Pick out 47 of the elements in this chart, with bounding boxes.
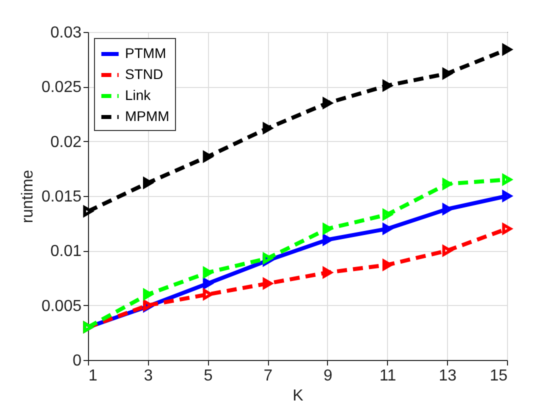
y-tick-label: 0.02 <box>50 134 82 151</box>
x-tick-label: 11 <box>379 368 396 384</box>
point <box>202 278 213 289</box>
point <box>382 80 392 91</box>
point <box>202 267 213 278</box>
point <box>502 190 512 202</box>
x-tick-label: 5 <box>204 368 213 384</box>
point <box>502 223 512 234</box>
y-tick-label: 0 <box>72 352 82 370</box>
y-tick-label: 0.025 <box>41 79 82 96</box>
point <box>262 278 272 289</box>
x-tick-label: 15 <box>490 368 508 384</box>
point <box>143 178 153 188</box>
y-tick-label: 0.015 <box>41 188 82 206</box>
x-tick-label: 9 <box>323 368 332 384</box>
legend-label: MPMM <box>125 108 170 124</box>
point <box>382 209 392 220</box>
point <box>202 289 213 300</box>
point <box>143 289 153 300</box>
x-tick-label: 13 <box>438 368 457 384</box>
point <box>382 223 392 234</box>
point <box>442 68 452 79</box>
x-tick-label: 1 <box>88 368 98 384</box>
point <box>322 98 332 108</box>
y-axis-title: runtime <box>19 170 36 224</box>
y-tick-label: 0.03 <box>50 24 82 42</box>
legend-label: PTMM <box>125 45 166 61</box>
point <box>502 174 512 185</box>
legend-label: Link <box>125 87 152 103</box>
point <box>322 234 332 246</box>
point <box>262 252 272 264</box>
point <box>382 260 392 270</box>
point <box>322 223 332 234</box>
y-tick-label: 0.01 <box>50 243 82 260</box>
x-axis-title: K <box>292 388 304 404</box>
point <box>502 44 512 55</box>
x-tick-label: 7 <box>264 368 273 384</box>
point <box>202 151 213 162</box>
point <box>442 245 452 256</box>
point <box>262 122 272 134</box>
point <box>442 178 452 190</box>
legend-label: STND <box>125 66 164 82</box>
point <box>83 206 93 217</box>
point <box>322 267 332 278</box>
point <box>442 204 452 214</box>
x-tick-label: 3 <box>144 368 153 384</box>
y-tick-label: 0.005 <box>41 298 82 315</box>
